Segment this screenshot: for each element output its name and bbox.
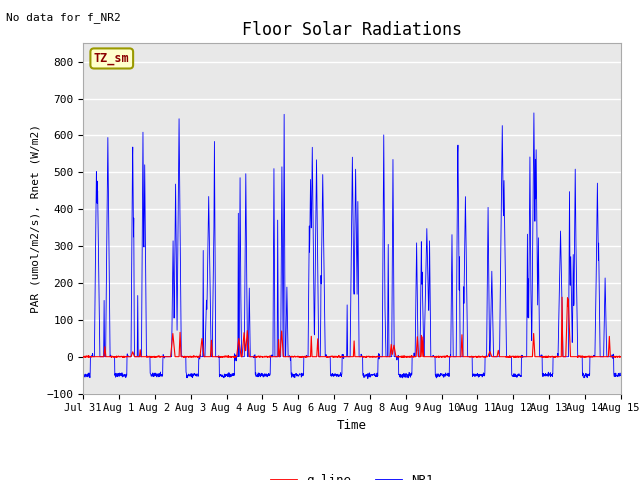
- NR1: [570, 303, 577, 309]
- NR1: [368, 372, 376, 378]
- q_line: [570, 354, 577, 360]
- q_line: [79, 354, 87, 360]
- NR1: [508, 373, 516, 379]
- X-axis label: Time: Time: [337, 419, 367, 432]
- NR1: [585, 372, 593, 378]
- Line: q_line: q_line: [83, 297, 621, 358]
- NR1: [364, 376, 372, 382]
- q_line: [108, 355, 115, 360]
- Text: TZ_sm: TZ_sm: [94, 52, 129, 65]
- q_line: [617, 354, 625, 360]
- NR1: [79, 371, 87, 376]
- NR1: [617, 372, 625, 378]
- Legend: q_line, NR1: q_line, NR1: [266, 469, 438, 480]
- q_line: [380, 354, 387, 360]
- Line: NR1: NR1: [83, 113, 621, 379]
- NR1: [229, 371, 237, 376]
- NR1: [530, 110, 538, 116]
- q_line: [585, 354, 593, 360]
- NR1: [380, 206, 387, 212]
- Y-axis label: PAR (umol/m2/s), Rnet (W/m2): PAR (umol/m2/s), Rnet (W/m2): [31, 124, 41, 313]
- q_line: [508, 354, 516, 360]
- q_line: [368, 354, 376, 360]
- q_line: [230, 354, 237, 360]
- q_line: [558, 294, 566, 300]
- Text: No data for f_NR2: No data for f_NR2: [6, 12, 121, 23]
- Title: Floor Solar Radiations: Floor Solar Radiations: [242, 21, 462, 39]
